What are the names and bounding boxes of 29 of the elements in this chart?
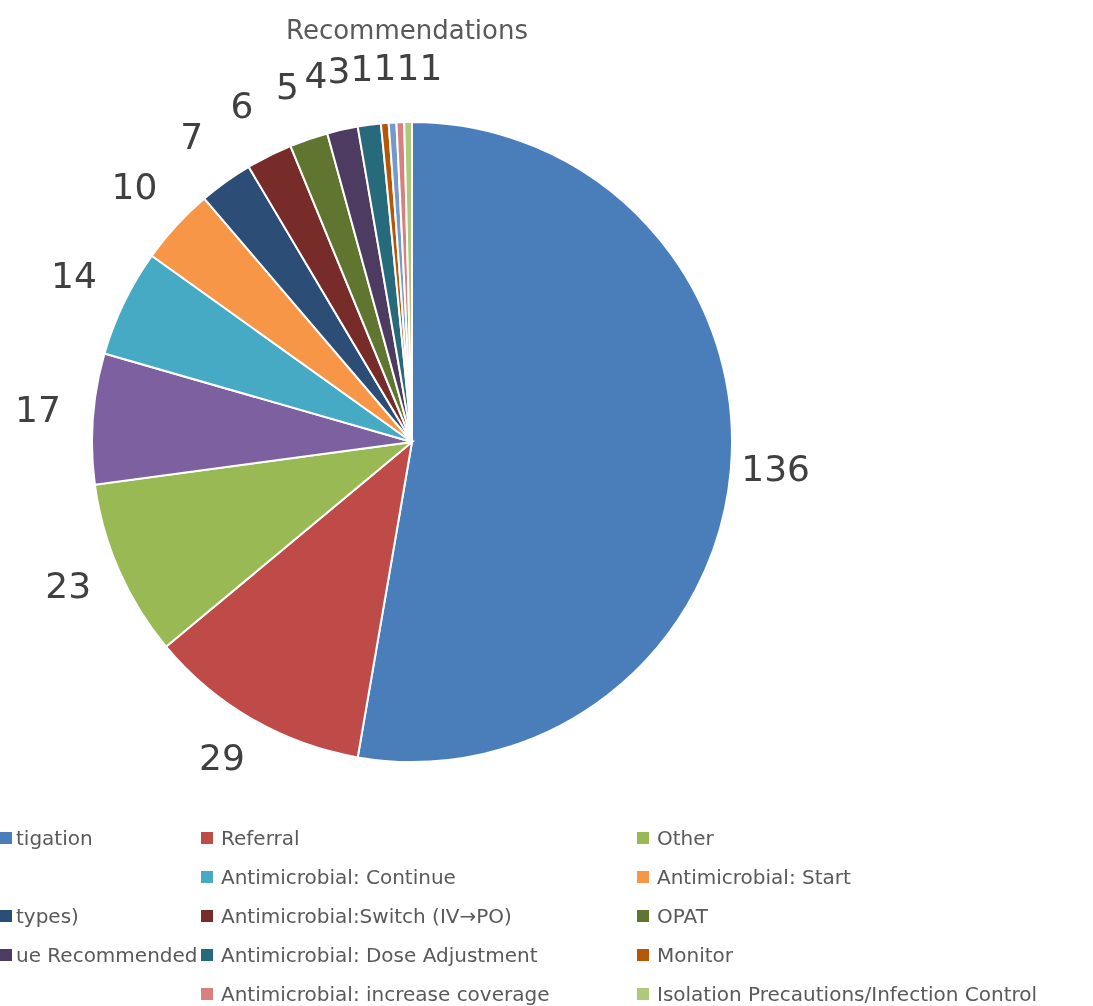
legend-label: ue Recommended bbox=[16, 943, 198, 967]
legend-label: Isolation Precautions/Infection Control bbox=[657, 982, 1038, 1006]
legend-label: Antimicrobial: Continue bbox=[221, 865, 456, 889]
legend-label: Antimicrobial:Switch (IV→PO) bbox=[221, 904, 512, 928]
data-label: 7 bbox=[180, 115, 204, 157]
data-label: 3 bbox=[327, 49, 351, 91]
data-label: 4 bbox=[304, 55, 328, 97]
legend-label: Referral bbox=[221, 826, 300, 850]
data-label: 1 bbox=[350, 47, 374, 89]
data-label: 17 bbox=[15, 389, 61, 431]
legend-label: types) bbox=[16, 904, 79, 928]
data-label: 23 bbox=[45, 565, 92, 607]
data-label: 14 bbox=[51, 255, 97, 297]
legend-label: Monitor bbox=[657, 943, 734, 967]
data-label: 136 bbox=[741, 448, 811, 489]
data-label: 1 bbox=[373, 47, 397, 89]
data-label: 1 bbox=[419, 46, 443, 88]
legend-label: Antimicrobial: Dose Adjustment bbox=[221, 943, 538, 967]
legend-label: tigation bbox=[16, 826, 93, 850]
legend-label: Other bbox=[657, 826, 714, 850]
legend-label: OPAT bbox=[657, 904, 708, 928]
data-label: 29 bbox=[199, 736, 245, 778]
data-label: 10 bbox=[111, 166, 158, 208]
legend-label: Antimicrobial: Start bbox=[657, 865, 851, 889]
data-label: 6 bbox=[230, 85, 254, 127]
data-label: 5 bbox=[276, 66, 299, 108]
data-label: 1 bbox=[396, 46, 420, 88]
legend-label: Antimicrobial: increase coverage bbox=[221, 982, 550, 1006]
chart-title: Recommendations bbox=[285, 15, 529, 45]
